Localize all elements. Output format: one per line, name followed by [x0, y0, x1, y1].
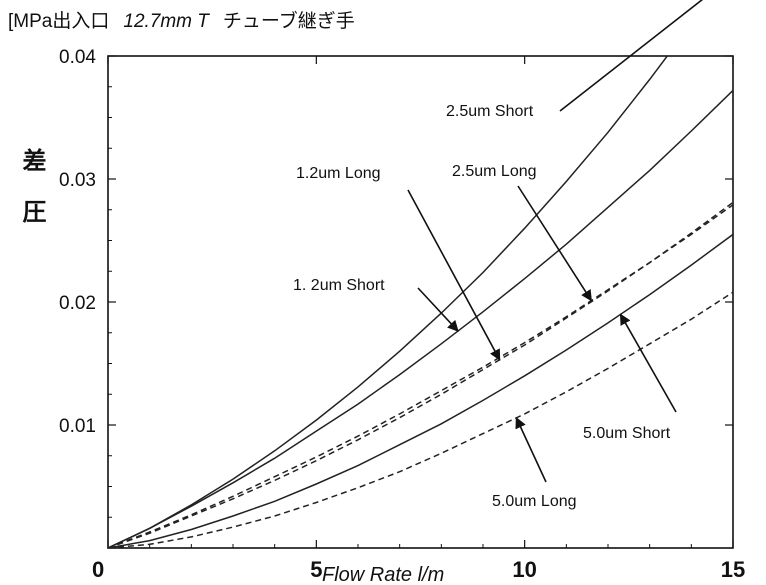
annotation-arrow — [559, 0, 704, 112]
annotation-arrow — [417, 287, 459, 332]
annotation-label: 2.5um Long — [452, 163, 537, 180]
title-size: 12.7mm T — [123, 11, 209, 32]
annotation-label: 5.0um Long — [492, 493, 577, 510]
series-line — [108, 56, 669, 548]
title-unit: [MPa — [8, 11, 53, 32]
annotation-arrow — [517, 185, 593, 302]
series-line — [108, 201, 733, 548]
annotation-label: 5.0um Short — [583, 425, 671, 442]
y-tick-label: 0.03 — [59, 170, 96, 191]
annotation-arrow — [407, 189, 501, 361]
x-tick-label: 15 — [721, 557, 745, 582]
annotation-label: 1.2um Long — [296, 165, 381, 182]
annotation-arrow — [515, 416, 547, 483]
chart-title: [MPa出入口 12.7mm T チューブ継ぎ手 — [8, 6, 355, 33]
y-tick-label: 0.01 — [59, 416, 96, 437]
series-line — [108, 89, 733, 548]
y-tick-label: 0.02 — [59, 293, 96, 314]
title-product: チューブ継ぎ手 — [222, 11, 355, 32]
title-part: 出入口 — [52, 11, 110, 32]
series-line — [108, 233, 733, 548]
y-axis-label: 差 圧 — [18, 148, 45, 233]
x-tick-label: 5 — [310, 557, 322, 582]
annotation-arrow — [619, 313, 677, 413]
annotation-label: 1. 2um Short — [293, 277, 385, 294]
y-tick-label: 0.04 — [59, 47, 96, 68]
x-tick-label: 0 — [92, 557, 104, 582]
series-line — [108, 204, 733, 548]
annotation-label: 2.5um Short — [446, 103, 534, 120]
x-tick-label: 10 — [512, 557, 536, 582]
x-axis-label: Flow Rate l/m — [322, 564, 444, 585]
series-line — [108, 291, 733, 548]
